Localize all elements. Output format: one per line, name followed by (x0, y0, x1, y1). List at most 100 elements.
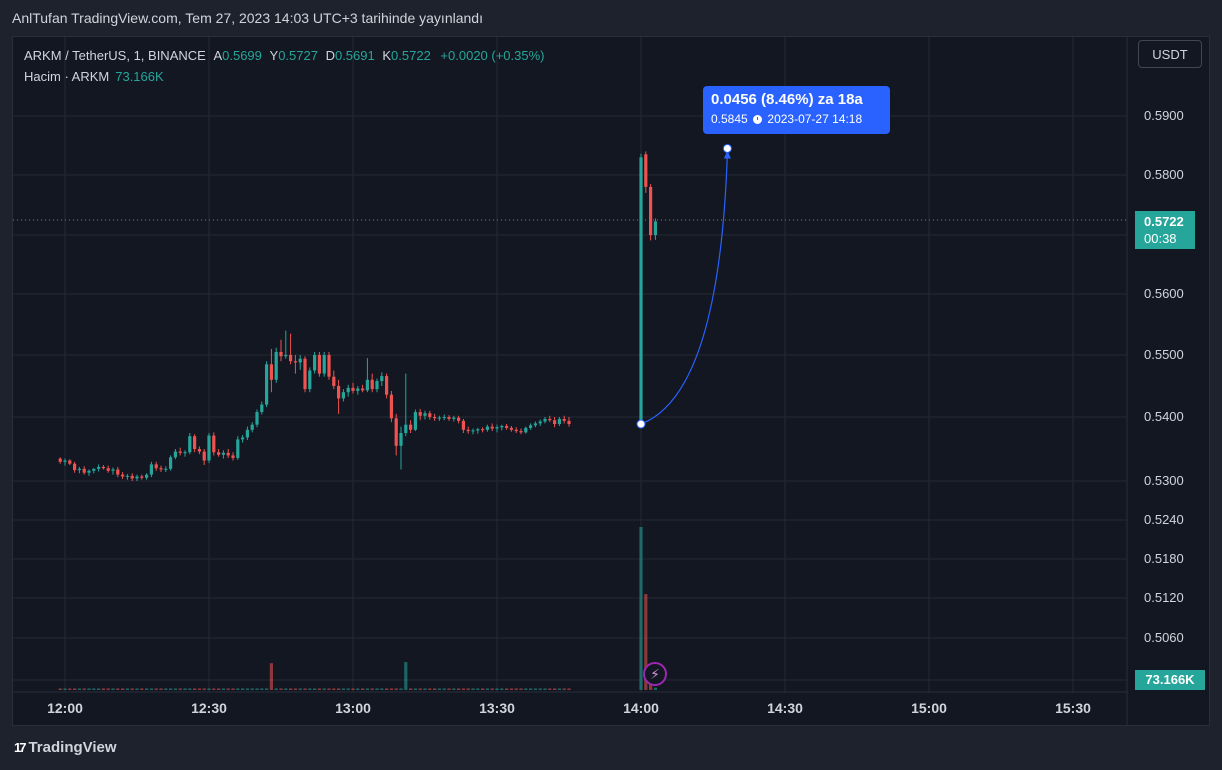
volume-bar (178, 688, 182, 690)
candle-body (173, 451, 177, 458)
price-tick-label: 0.5600 (1144, 286, 1184, 301)
candle-body (514, 429, 518, 432)
candle-body (341, 392, 345, 399)
measure-tooltip: 0.0456 (8.46%) za 18a 0.5845 2023-07-27 … (703, 86, 890, 134)
volume-bar (356, 688, 360, 690)
volume-bar (217, 688, 221, 690)
candle-body (92, 468, 96, 471)
volume-bar (538, 688, 542, 690)
volume-bar (341, 688, 345, 690)
price-tick-label: 0.5240 (1144, 512, 1184, 527)
measure-arrow-icon (723, 150, 731, 159)
price-tick-label: 0.5300 (1144, 473, 1184, 488)
volume-bar (159, 688, 163, 690)
candle-body (452, 417, 456, 419)
candle-body (332, 376, 336, 386)
candle-body (130, 475, 134, 479)
volume-bar (457, 688, 461, 690)
candle-body (447, 417, 451, 419)
price-tick-label: 0.5400 (1144, 409, 1184, 424)
candle-body (346, 387, 350, 393)
candle-body (58, 458, 62, 462)
volume-bar (553, 688, 557, 690)
volume-bar (77, 688, 81, 690)
candle-body (193, 436, 197, 449)
volume-bar (58, 688, 62, 690)
candle-body (284, 355, 288, 357)
volume-bar (202, 688, 206, 690)
last-price-badge: 0.5722 00:38 (1135, 211, 1195, 249)
volume-bar (250, 688, 254, 690)
measure-price: 0.5845 (711, 112, 748, 126)
candle-body (543, 418, 547, 422)
volume-bar (447, 688, 451, 690)
volume-bar (236, 688, 240, 690)
candle-body (461, 420, 465, 430)
tradingview-brand[interactable]: 17 TradingView (14, 739, 117, 756)
flash-icon[interactable]: ⚡ (643, 662, 667, 686)
volume-bar (322, 688, 326, 690)
candle-body (279, 351, 283, 357)
volume-bar (245, 688, 249, 690)
volume-value: 73.166K (115, 69, 164, 84)
candle-body (562, 418, 566, 421)
volume-bar (514, 688, 518, 690)
candle-body (399, 433, 403, 446)
volume-bar (183, 688, 187, 690)
volume-bar (121, 688, 125, 690)
candle-body (241, 437, 245, 440)
volume-bar (543, 688, 547, 690)
symbol-title[interactable]: ARKM / TetherUS, 1, BINANCE (24, 48, 206, 63)
candle-body (404, 424, 408, 433)
candle-body (337, 386, 341, 399)
candle-body (303, 358, 307, 390)
volume-bar (452, 688, 456, 690)
volume-bar (212, 688, 216, 690)
volume-bar (82, 688, 86, 690)
candle-body (63, 460, 67, 462)
volume-bar (145, 688, 149, 690)
volume-bar (399, 688, 403, 690)
price-tick-label: 0.5500 (1144, 347, 1184, 362)
candle-body (106, 468, 110, 471)
candle-body (423, 413, 427, 416)
volume-label[interactable]: Hacim · ARKM (24, 69, 110, 84)
currency-button[interactable]: USDT (1138, 40, 1202, 68)
high-value: 0.5727 (278, 48, 318, 63)
candle-body (250, 424, 254, 430)
high-label: Y (269, 48, 279, 63)
candle-body (298, 358, 302, 363)
candle-body (524, 427, 528, 433)
candle-body (485, 426, 489, 430)
candle-body (293, 361, 297, 363)
volume-bar (308, 688, 312, 690)
candle-body (370, 379, 374, 390)
candle-body (567, 420, 571, 425)
volume-bar (389, 688, 393, 690)
volume-bar (471, 688, 475, 690)
candle-body (97, 466, 101, 469)
volume-bar (279, 688, 283, 690)
candle-body (265, 364, 269, 405)
chart-pane[interactable] (12, 36, 1210, 726)
low-label: D (325, 48, 335, 63)
price-tick-label: 0.5120 (1144, 590, 1184, 605)
candle-body (538, 421, 542, 424)
candle-body (164, 468, 168, 470)
candle-body (159, 468, 163, 470)
candle-body (428, 413, 432, 417)
time-tick-label: 12:30 (191, 700, 227, 716)
legend: ARKM / TetherUS, 1, BINANCE A0.5699 Y0.5… (24, 45, 545, 87)
change-value: +0.0020 (+0.35%) (440, 48, 545, 63)
candle-body (529, 425, 533, 428)
volume-bar (260, 688, 264, 690)
candle-body (389, 394, 393, 419)
candle-body (375, 381, 379, 390)
volume-bar (394, 688, 398, 690)
candle-body (125, 475, 129, 477)
measure-change: 0.0456 (8.46%) za 18a (711, 91, 863, 108)
candle-body (135, 476, 139, 479)
volume-bar (241, 688, 245, 690)
volume-bar (639, 527, 643, 690)
